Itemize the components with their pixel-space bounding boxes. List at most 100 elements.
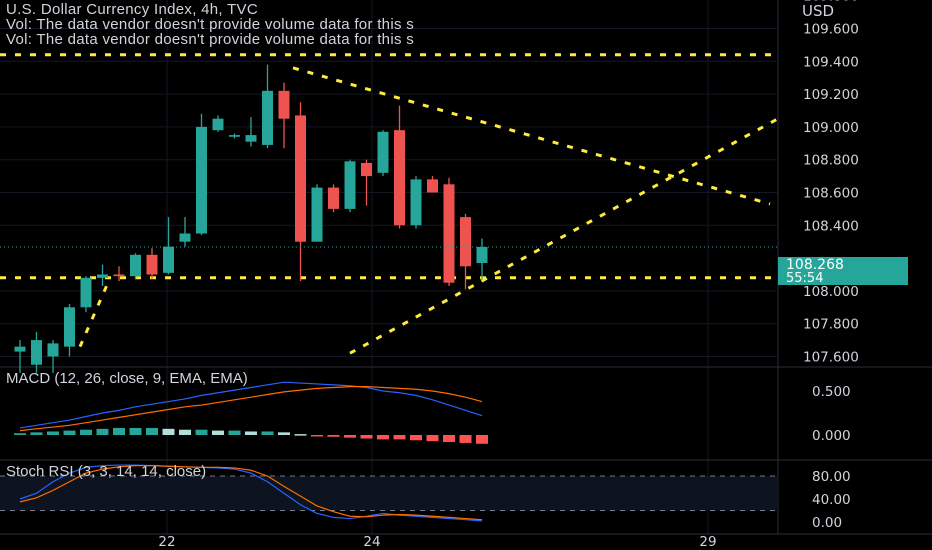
macd-histogram-bar [179,429,191,435]
price-tick-label: 109.000 [803,120,859,136]
price-tick-label: 109.400 [803,54,859,70]
macd-histogram-bar [476,435,488,444]
macd-histogram-bar [261,431,274,435]
stoch-band [0,476,778,511]
price-tick-label: 108.600 [803,186,859,202]
legend-header: U.S. Dollar Currency Index, 4h, TVC Vol:… [0,0,778,50]
candle [278,82,290,149]
candle [146,248,158,280]
price-tick-label: 109.600 [803,22,859,38]
candle [64,304,75,357]
time-axis-ticks: 22 24 29 [158,534,716,550]
candle [427,176,438,193]
candle [262,64,273,149]
candle-body [47,343,59,357]
macd-histogram-bar [426,435,439,442]
macd-histogram-bar [377,435,389,440]
symbol-title[interactable]: U.S. Dollar Currency Index, 4h, TVC [6,1,258,18]
stoch-tick-label: 40.00 [812,492,851,508]
stoch-rsi-title[interactable]: Stoch RSI (3, 3, 14, 14, close) [6,463,207,480]
candle [179,217,191,247]
candle-body [476,246,488,264]
time-tick-label: 24 [363,534,380,550]
candle-body [212,118,224,131]
macd-histogram-bar [311,435,323,437]
candle [163,217,174,275]
stoch-tick-label: 0.00 [812,515,842,531]
macd-histogram-bar [228,430,241,435]
candle [31,331,42,373]
macd-histogram-bar [327,435,340,437]
candlestick-series [14,64,488,373]
candle [14,340,26,373]
macd-histogram-bar [47,431,59,435]
macd-histogram-bar [443,435,455,443]
candle [97,264,108,286]
candle-body [113,274,125,277]
candle-body [460,217,471,267]
trendlines[interactable] [0,53,779,355]
candle [311,184,323,242]
candle-body [344,161,356,209]
candle [410,176,422,229]
volume-note-2: Vol: The data vendor doesn't provide vol… [6,31,415,48]
macd-histogram-bar [63,430,76,435]
macd-histogram-bar [344,435,356,438]
macd-histogram-bar [162,428,175,435]
current-price-tag: 108.268 55:54 [778,257,908,286]
candle [344,159,356,213]
candle-body [80,277,92,308]
time-tick-label: 29 [699,534,716,550]
candle [130,253,141,280]
macd-title[interactable]: MACD (12, 26, close, 9, EMA, EMA) [6,370,248,387]
macd-histogram-bar [245,431,257,435]
volume-note-1: Vol: The data vendor doesn't provide vol… [6,16,415,33]
candle-body [64,307,75,347]
candle-body [328,187,339,209]
price-tick-label: 108.400 [803,218,859,234]
candle-body [196,126,207,234]
macd-histogram-bar [212,430,224,435]
price-tick-label: 108.000 [803,284,859,300]
candle-body [394,130,405,226]
short-uptrend-line[interactable] [78,282,110,348]
candle-body [410,179,422,226]
candle-body [130,254,141,277]
currency-label[interactable]: USD [802,2,835,20]
macd-pane [14,381,488,444]
current-price-value: 108.268 [786,257,844,273]
candle [394,105,405,229]
candle-body [229,135,240,137]
macd-tick-label: 0.000 [812,428,851,444]
candle [196,113,207,236]
candle-body [163,246,174,273]
candle-body [443,184,455,283]
candle-body [245,135,257,142]
bar-countdown: 55:54 [786,271,824,286]
candle [229,133,240,139]
stoch-k-line [19,464,483,522]
macd-histogram-bar [129,427,142,435]
candle-body [31,340,42,365]
candle [361,159,372,206]
candle-body [278,90,290,119]
price-tick-label: 109.800 [803,0,859,5]
candle [245,117,257,147]
candle-body [262,90,273,145]
macd-histogram-bar [146,427,158,435]
candle-body [146,254,158,275]
candle [328,184,339,213]
price-tick-label: 107.800 [803,317,859,333]
macd-histogram-bar [278,432,290,435]
candle-body [311,187,323,242]
price-gridlines [0,28,778,357]
candle-body [97,274,108,278]
macd-histogram-bar [195,429,208,435]
candle [80,276,92,313]
ascending-trendline[interactable] [349,117,779,355]
candle [295,102,306,282]
candle [443,177,455,286]
candle [476,238,488,280]
macd-histogram-bar [14,433,26,435]
